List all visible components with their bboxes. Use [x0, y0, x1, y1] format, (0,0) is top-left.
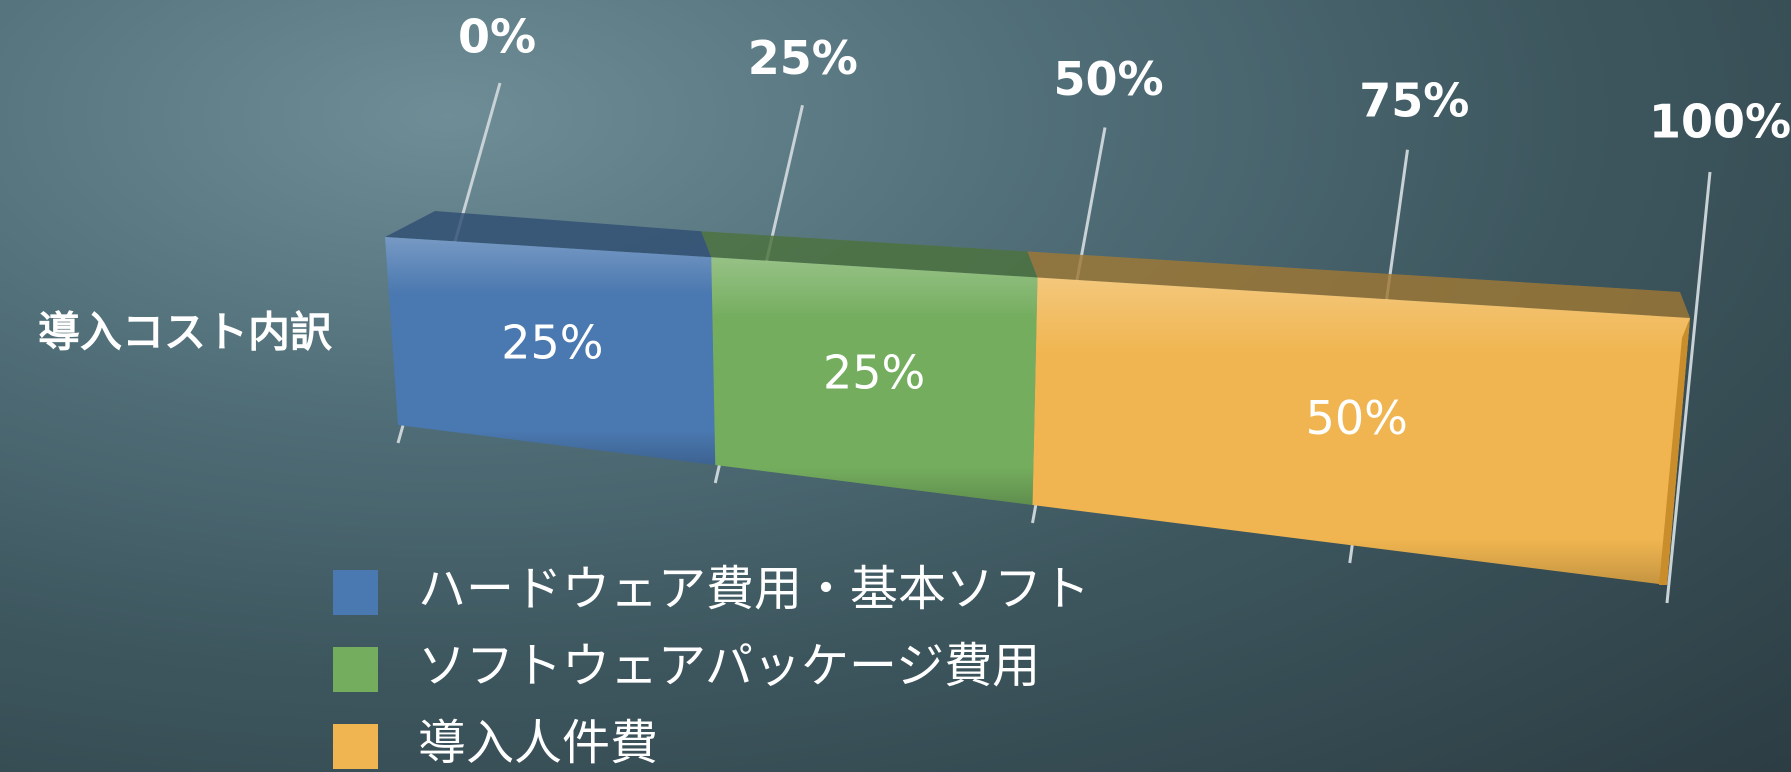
x-tick-label: 75% — [1359, 73, 1469, 127]
category-axis: 導入コスト内訳 — [38, 308, 333, 357]
bar-segment — [701, 231, 1038, 505]
bar-front-shade — [385, 237, 716, 465]
data-labels: 25% 25% 50% — [501, 316, 1408, 445]
bar-top-face — [385, 211, 712, 258]
bar-top-shade — [701, 231, 1038, 278]
bar-segment — [1027, 251, 1690, 585]
legend-swatch — [333, 647, 378, 692]
bar-top-shade — [1027, 251, 1690, 318]
gridline — [1665, 171, 1712, 604]
category-label: 導入コスト内訳 — [38, 308, 333, 357]
legend-swatch — [333, 570, 378, 615]
data-label: 50% — [1306, 391, 1408, 445]
x-axis-ticks: 0% 25% 50% 75% 100% — [458, 10, 1791, 149]
x-tick-label: 25% — [748, 31, 858, 85]
bar-top-face — [1027, 251, 1690, 318]
data-label: 25% — [501, 316, 603, 370]
legend-item: ハードウェア費用・基本ソフト — [333, 561, 1090, 617]
bar-segment — [385, 211, 716, 465]
legend-swatch — [333, 724, 378, 769]
x-tick-label: 0% — [458, 10, 536, 64]
bar-top-face — [701, 231, 1038, 278]
legend-label: 導入人件費 — [418, 715, 658, 771]
bar-front-shade — [711, 257, 1038, 505]
data-label: 25% — [823, 346, 925, 400]
x-tick-label: 100% — [1649, 95, 1791, 149]
legend-label: ハードウェア費用・基本ソフト — [418, 561, 1090, 617]
bar-top-shade — [385, 211, 712, 258]
bar-front-shade — [1032, 277, 1690, 585]
legend-item: ソフトウェアパッケージ費用 — [333, 638, 1040, 694]
bar-end-cap — [1659, 318, 1690, 585]
legend-label: ソフトウェアパッケージ費用 — [418, 638, 1040, 694]
bar-segments — [385, 211, 1690, 585]
x-tick-label: 50% — [1053, 52, 1163, 106]
legend-item: 導入人件費 — [333, 715, 658, 771]
